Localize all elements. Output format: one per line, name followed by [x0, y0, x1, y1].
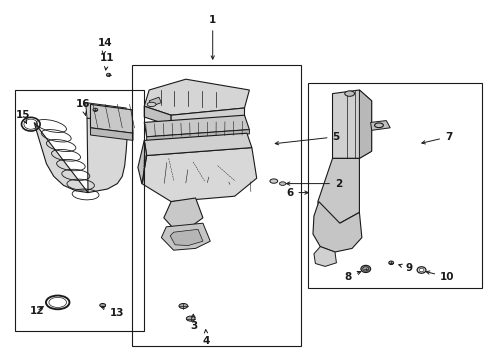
Bar [15, 90, 144, 331]
Text: 2: 2 [286, 179, 342, 189]
Polygon shape [85, 103, 128, 122]
Polygon shape [146, 130, 249, 141]
Text: 10: 10 [426, 271, 454, 282]
Polygon shape [90, 128, 133, 140]
Text: 5: 5 [275, 132, 339, 145]
Polygon shape [370, 121, 389, 130]
Polygon shape [34, 118, 128, 193]
Bar [132, 65, 300, 346]
Text: 13: 13 [101, 306, 124, 318]
Polygon shape [170, 229, 203, 246]
Polygon shape [313, 247, 336, 266]
Ellipse shape [388, 261, 393, 265]
Ellipse shape [186, 316, 195, 321]
Polygon shape [144, 106, 171, 126]
Polygon shape [90, 104, 133, 133]
Text: 4: 4 [203, 330, 210, 346]
Ellipse shape [344, 91, 354, 96]
Ellipse shape [93, 108, 98, 112]
Polygon shape [144, 79, 249, 115]
Text: 15: 15 [16, 110, 30, 123]
Ellipse shape [179, 303, 187, 309]
Polygon shape [312, 202, 361, 252]
Ellipse shape [279, 182, 285, 185]
Text: 11: 11 [100, 53, 115, 70]
Ellipse shape [106, 73, 110, 77]
Polygon shape [163, 198, 203, 229]
Polygon shape [149, 97, 161, 106]
Polygon shape [144, 115, 249, 137]
Ellipse shape [100, 303, 105, 307]
Polygon shape [142, 148, 256, 202]
Text: 16: 16 [76, 99, 90, 115]
Polygon shape [161, 223, 210, 250]
Polygon shape [138, 140, 146, 184]
Bar [307, 83, 481, 288]
Polygon shape [144, 133, 251, 156]
Ellipse shape [269, 179, 277, 183]
Polygon shape [317, 158, 359, 223]
Text: 9: 9 [398, 263, 412, 273]
Text: 12: 12 [29, 306, 44, 316]
Polygon shape [359, 90, 371, 158]
Text: 3: 3 [190, 314, 198, 331]
Text: 1: 1 [209, 15, 216, 59]
Polygon shape [332, 90, 371, 158]
Polygon shape [171, 108, 244, 126]
Text: 7: 7 [421, 132, 451, 144]
Text: 8: 8 [344, 271, 360, 282]
Ellipse shape [147, 102, 156, 107]
Text: 6: 6 [285, 188, 307, 198]
Ellipse shape [360, 265, 370, 273]
Ellipse shape [362, 267, 368, 271]
Text: 14: 14 [98, 38, 112, 54]
